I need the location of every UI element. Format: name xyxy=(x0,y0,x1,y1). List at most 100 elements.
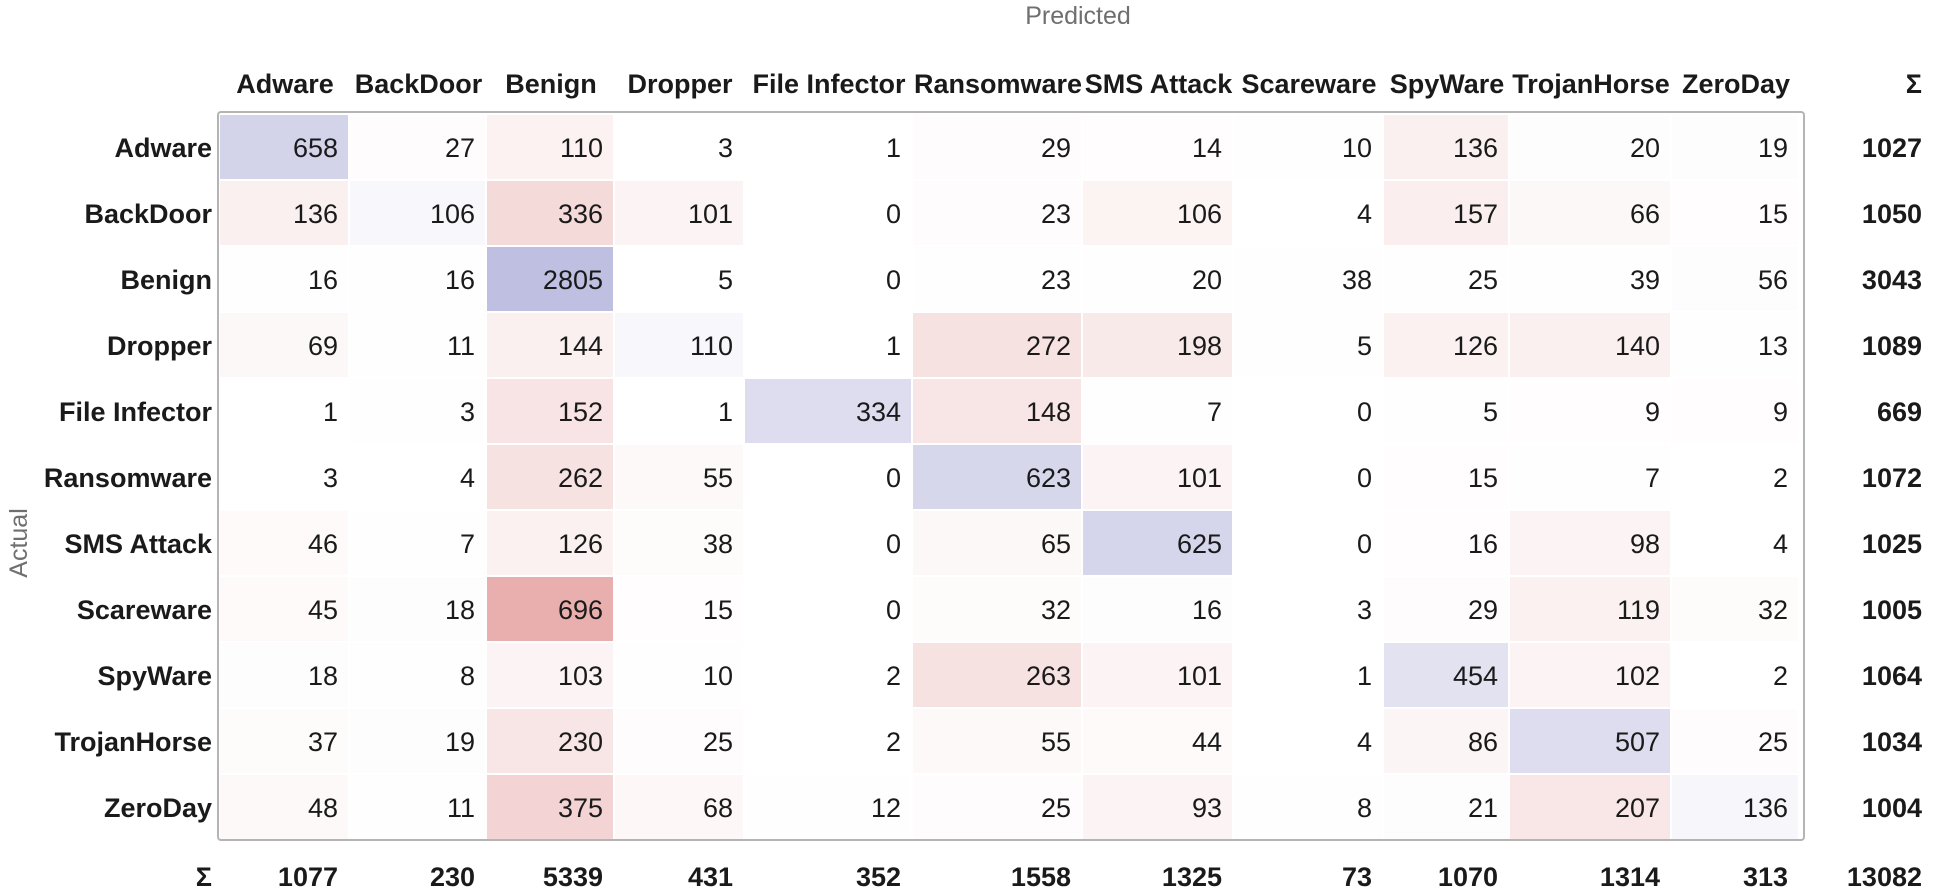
matrix-cell xyxy=(487,115,613,179)
matrix-cell xyxy=(220,511,348,575)
row-header-file-infector: File Infector xyxy=(59,397,213,427)
cell-value: 15 xyxy=(1758,199,1788,229)
row-sum: 1004 xyxy=(1862,793,1922,823)
cell-value: 20 xyxy=(1192,265,1222,295)
cell-value: 7 xyxy=(1207,397,1222,427)
matrix-cell xyxy=(913,511,1081,575)
matrix-cell xyxy=(1384,709,1508,773)
cell-value: 25 xyxy=(1758,727,1788,757)
matrix-cell xyxy=(1384,445,1508,509)
column-sums: 1077 230 5339 431 352 1558 1325 73 1070 1314 313 xyxy=(278,862,1788,892)
matrix-cell xyxy=(487,775,613,839)
matrix-cell xyxy=(1672,709,1798,773)
col-header-zeroday: ZeroDay xyxy=(1682,69,1790,99)
matrix-cell xyxy=(1234,511,1382,575)
grand-total: 13082 xyxy=(1847,862,1922,892)
matrix-cell xyxy=(913,643,1081,707)
matrix-cell xyxy=(1083,775,1232,839)
matrix-cell xyxy=(745,115,911,179)
matrix-cell xyxy=(350,775,485,839)
cell-value: 157 xyxy=(1453,199,1498,229)
cell-value: 7 xyxy=(460,529,475,559)
cell-value: 12 xyxy=(871,793,901,823)
col-sum: 1314 xyxy=(1600,862,1660,892)
matrix-cell xyxy=(1234,445,1382,509)
cell-value: 4 xyxy=(1357,199,1372,229)
matrix-cell xyxy=(913,445,1081,509)
row-header-dropper: Dropper xyxy=(107,331,213,361)
matrix-cell xyxy=(745,247,911,311)
matrix-cell xyxy=(1234,181,1382,245)
row-header-sms-attack: SMS Attack xyxy=(64,529,213,559)
cell-value: 623 xyxy=(1026,463,1071,493)
cell-value: 4 xyxy=(460,463,475,493)
matrix-cell xyxy=(1384,643,1508,707)
cell-value: 106 xyxy=(430,199,475,229)
matrix-cell xyxy=(745,577,911,641)
col-header-benign: Benign xyxy=(505,69,597,99)
col-sum: 313 xyxy=(1743,862,1788,892)
matrix-cell xyxy=(220,181,348,245)
matrix-cell xyxy=(350,181,485,245)
cell-value: 2805 xyxy=(543,265,603,295)
matrix-cell xyxy=(220,445,348,509)
matrix-cell xyxy=(1672,643,1798,707)
matrix-cell xyxy=(1083,511,1232,575)
cell-value: 198 xyxy=(1177,331,1222,361)
matrix-cell xyxy=(1083,445,1232,509)
matrix-cell xyxy=(1672,511,1798,575)
cell-value: 15 xyxy=(1468,463,1498,493)
cell-value: 37 xyxy=(308,727,338,757)
matrix-cell xyxy=(615,511,743,575)
matrix-cell xyxy=(745,181,911,245)
cell-value: 658 xyxy=(293,133,338,163)
cell-value: 1 xyxy=(886,133,901,163)
matrix-cell xyxy=(1083,643,1232,707)
matrix-cell xyxy=(1672,247,1798,311)
cell-value: 454 xyxy=(1453,661,1498,691)
matrix-cell xyxy=(1234,379,1382,443)
cell-value: 5 xyxy=(1357,331,1372,361)
row-sum: 1050 xyxy=(1862,199,1922,229)
cell-value: 1 xyxy=(886,331,901,361)
cell-value: 19 xyxy=(1758,133,1788,163)
cell-value: 336 xyxy=(558,199,603,229)
row-header-backdoor: BackDoor xyxy=(84,199,212,229)
matrix-cell xyxy=(615,643,743,707)
x-axis-label: Predicted xyxy=(1025,2,1131,30)
matrix-cell xyxy=(615,709,743,773)
y-axis-label: Actual xyxy=(5,508,33,577)
matrix-cell xyxy=(1234,115,1382,179)
col-header-file-infector: File Infector xyxy=(752,69,906,99)
matrix-cell xyxy=(1510,379,1670,443)
cell-value: 0 xyxy=(886,529,901,559)
cell-value: 16 xyxy=(1468,529,1498,559)
cell-value: 38 xyxy=(1342,265,1372,295)
cell-value: 65 xyxy=(1041,529,1071,559)
row-header-scareware: Scareware xyxy=(77,595,212,625)
col-sum: 352 xyxy=(856,862,901,892)
cell-value: 5 xyxy=(1483,397,1498,427)
cell-value: 101 xyxy=(1177,463,1222,493)
col-sum: 73 xyxy=(1342,862,1372,892)
col-header-ransomware: Ransomware xyxy=(914,69,1082,99)
cell-value: 1 xyxy=(323,397,338,427)
col-sum: 1325 xyxy=(1162,862,1222,892)
cell-value: 11 xyxy=(447,331,475,361)
matrix-cell xyxy=(487,511,613,575)
cell-value: 25 xyxy=(1041,793,1071,823)
row-sum: 1025 xyxy=(1862,529,1922,559)
row-sum: 1005 xyxy=(1862,595,1922,625)
matrix-cell xyxy=(1083,247,1232,311)
cell-value: 230 xyxy=(558,727,603,757)
matrix-cell xyxy=(1234,775,1382,839)
matrix-cell xyxy=(913,775,1081,839)
row-sum: 1064 xyxy=(1862,661,1922,691)
cell-value: 375 xyxy=(558,793,603,823)
matrix-cell xyxy=(220,775,348,839)
cell-value: 38 xyxy=(703,529,733,559)
matrix-cell xyxy=(350,115,485,179)
col-sum: 1070 xyxy=(1438,862,1498,892)
matrix-cell xyxy=(745,511,911,575)
